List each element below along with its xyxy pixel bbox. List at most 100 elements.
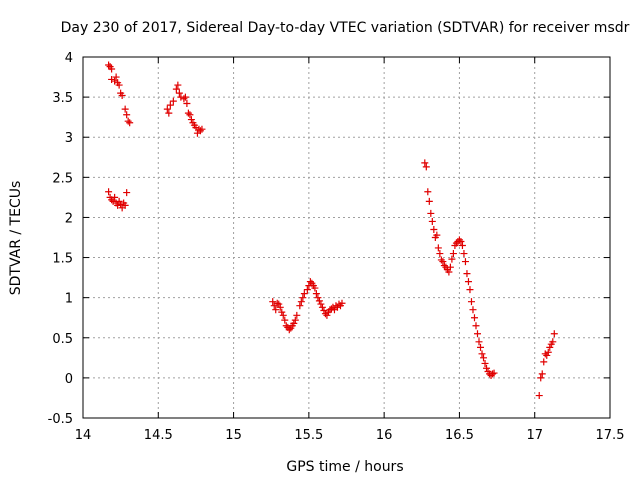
data-point [108,65,116,73]
data-point [424,188,432,196]
data-point [449,250,457,258]
data-point [272,306,280,314]
data-point [166,101,174,109]
data-point [111,193,119,201]
data-point [490,369,498,377]
data-point [117,201,125,209]
data-point [537,374,545,382]
data-point [440,262,448,270]
data-point [183,100,191,108]
data-point [550,330,558,338]
data-point [312,290,320,298]
data-point [115,197,123,205]
data-point [296,302,304,310]
data-point [437,256,445,264]
data-point [448,255,456,263]
data-point [421,159,429,167]
data-point [290,319,298,327]
data-point [187,116,195,124]
data-point [320,307,328,315]
data-point [276,303,284,311]
data-point [543,351,551,359]
data-point [436,250,444,258]
data-point [118,92,126,100]
data-point [114,201,122,209]
data-point [172,85,180,93]
data-point [470,314,478,322]
y-tick-label: 3 [65,131,73,146]
data-point [181,93,189,101]
data-point [121,201,129,209]
data-point [311,284,319,292]
data-point [303,286,311,294]
y-tick-label: -0.5 [48,412,73,427]
data-point [422,163,430,171]
y-tick-label: 4 [65,51,73,66]
data-point [541,350,549,358]
x-axis: 14 14.5 15 15.5 16 16.5 17 17.5 [75,57,624,443]
data-point [473,330,481,338]
data-point [300,290,308,298]
data-point [428,217,436,225]
x-tick-label: 14.5 [144,428,173,443]
data-point [333,303,341,311]
data-point [175,89,183,97]
y-axis-label: SDTVAR / TECUs [8,181,24,296]
y-tick-label: 2 [65,211,73,226]
data-point [477,343,485,351]
y-tick-label: 0.5 [52,332,73,347]
data-point [318,303,326,311]
data-point [123,111,131,119]
data-point [478,350,486,358]
data-point [458,242,466,250]
data-point [466,286,474,294]
data-point [446,263,454,271]
data-point [273,299,281,307]
data-point [327,305,335,313]
y-tick-label: 1.5 [52,252,73,267]
data-point [480,354,488,362]
data-point [105,61,113,69]
data-point [323,311,331,319]
data-point [165,109,173,117]
data-point [457,238,465,246]
data-point [198,125,206,133]
data-point [483,364,491,372]
data-point [338,299,346,307]
data-point [463,270,471,278]
data-point [549,338,557,346]
x-tick-label: 16.5 [445,428,474,443]
data-point [169,97,177,105]
data-point [489,370,497,378]
data-point [430,225,438,233]
y-tick-label: 1 [65,292,73,307]
data-point [123,189,131,197]
y-tick-label: 2.5 [52,171,73,186]
y-tick-label: 3.5 [52,91,73,106]
data-point [538,370,546,378]
data-point [115,81,123,89]
data-point [314,294,322,302]
data-point [475,338,483,346]
data-point [445,268,453,276]
data-point [460,250,468,258]
data-point [315,297,323,305]
data-point [293,311,301,319]
data-point [317,300,325,308]
data-point [180,95,188,103]
data-point [540,358,548,366]
data-point [455,236,463,244]
data-point [285,326,293,334]
data-point [184,109,192,117]
data-points [105,61,558,400]
data-point [461,258,469,266]
y-axis: -0.5 0 0.5 1 1.5 2 2.5 3 3.5 4 [48,51,610,427]
data-point [469,306,477,314]
data-point [163,105,171,113]
data-point [546,343,554,351]
data-point [275,300,283,308]
data-point [467,298,475,306]
plot-frame [82,56,611,419]
